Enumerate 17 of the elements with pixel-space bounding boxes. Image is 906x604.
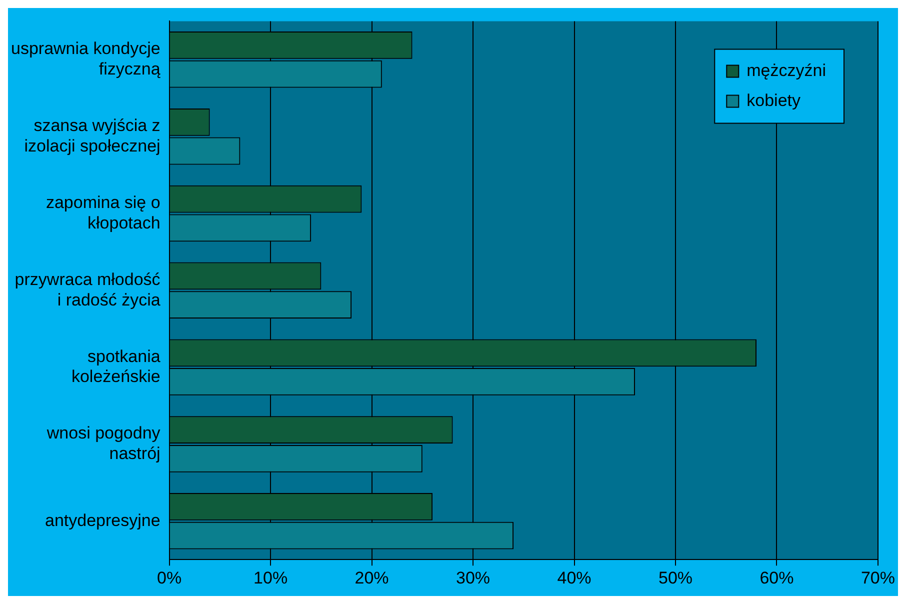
- x-tick-label: 60%: [760, 568, 794, 588]
- x-tick-label: 70%: [860, 568, 896, 588]
- y-tick-label: szansa wyjścia z izolacji społecznej: [24, 116, 160, 156]
- y-tick-label: zapomina się o kłopotach: [46, 192, 160, 232]
- y-tick-label: usprawnia kondycje fizyczną: [10, 39, 161, 79]
- y-tick-label: spotkania koleżeńskie: [71, 346, 161, 386]
- legend-label: mężczyźni: [746, 60, 826, 80]
- x-tick-label: 50%: [658, 568, 693, 588]
- x-tick-label: 20%: [354, 568, 389, 588]
- x-tick-label: 30%: [456, 568, 490, 588]
- y-tick-label: antydepresyjne: [44, 510, 160, 530]
- x-tick-label: 40%: [557, 568, 592, 588]
- legend-label: kobiety: [746, 90, 802, 110]
- x-tick-label: 10%: [254, 568, 288, 588]
- y-tick-label: przywraca młodość i radość życia: [14, 270, 161, 310]
- y-tick-label: wnosi pogodny nastrój: [46, 424, 161, 464]
- x-tick-label: 0%: [157, 568, 182, 588]
